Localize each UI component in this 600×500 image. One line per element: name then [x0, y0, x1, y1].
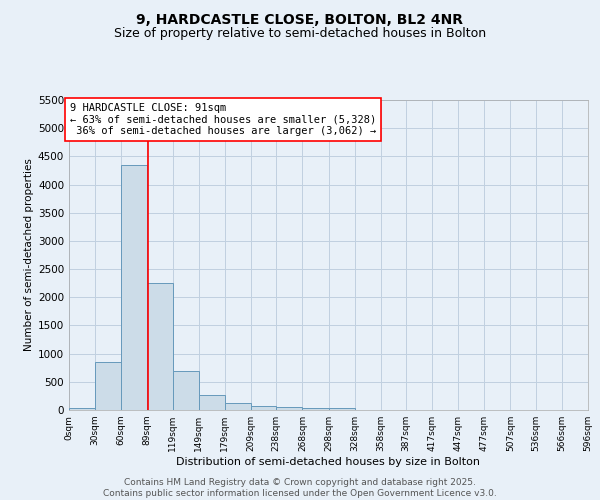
- Bar: [121, 165, 146, 410]
- Bar: [225, 402, 251, 410]
- Text: Size of property relative to semi-detached houses in Bolton: Size of property relative to semi-detach…: [114, 28, 486, 40]
- Bar: [146, 283, 173, 410]
- Text: 9 HARDCASTLE CLOSE: 91sqm
← 63% of semi-detached houses are smaller (5,328)
 36%: 9 HARDCASTLE CLOSE: 91sqm ← 63% of semi-…: [70, 103, 376, 136]
- Bar: [199, 396, 225, 410]
- X-axis label: Distribution of semi-detached houses by size in Bolton: Distribution of semi-detached houses by …: [176, 457, 481, 467]
- Text: 9, HARDCASTLE CLOSE, BOLTON, BL2 4NR: 9, HARDCASTLE CLOSE, BOLTON, BL2 4NR: [137, 12, 464, 26]
- Bar: [95, 362, 121, 410]
- Text: Contains HM Land Registry data © Crown copyright and database right 2025.
Contai: Contains HM Land Registry data © Crown c…: [103, 478, 497, 498]
- Bar: [276, 407, 302, 410]
- Bar: [69, 408, 95, 410]
- Bar: [251, 406, 276, 410]
- Y-axis label: Number of semi-detached properties: Number of semi-detached properties: [24, 158, 34, 352]
- Bar: [173, 371, 199, 410]
- Bar: [302, 408, 329, 410]
- Bar: [329, 408, 355, 410]
